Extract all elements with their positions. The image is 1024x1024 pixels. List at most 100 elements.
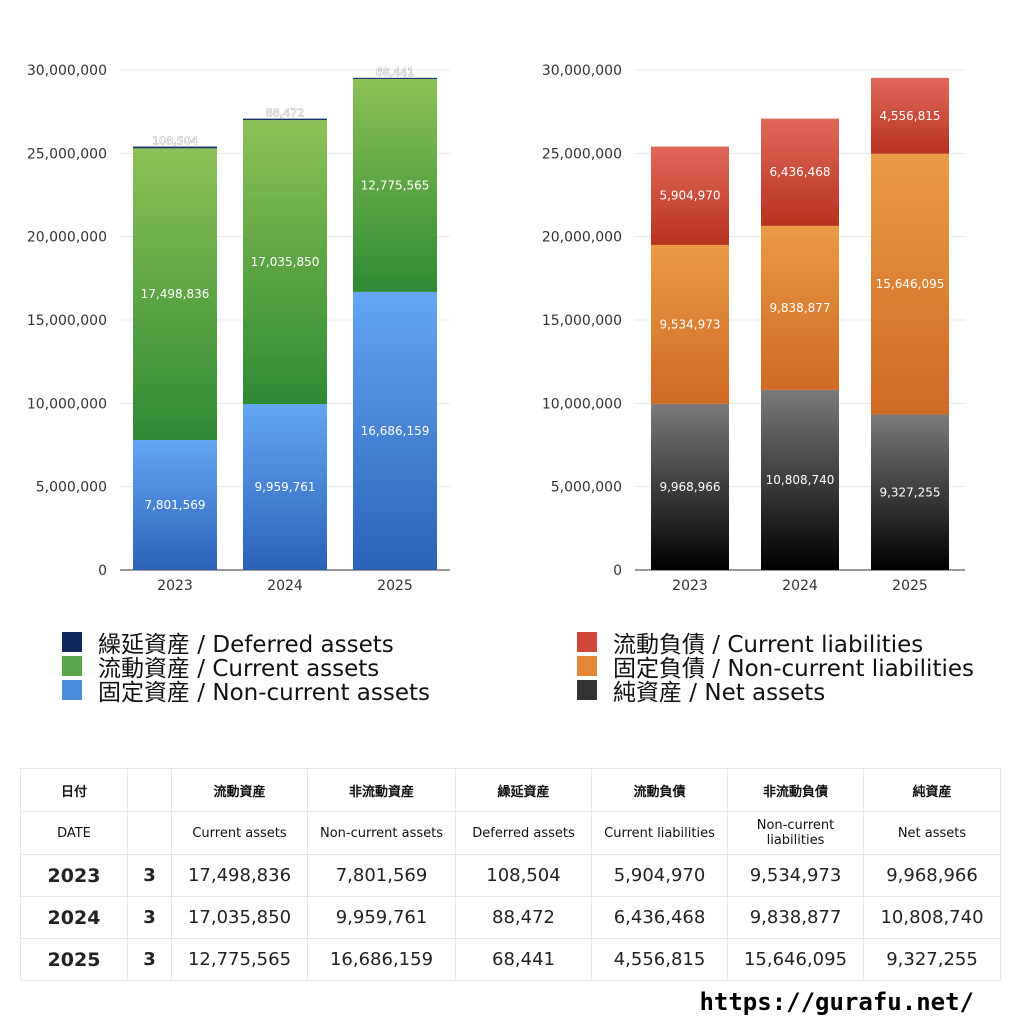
bar-segment	[133, 146, 217, 149]
value-cell: 108,504	[455, 854, 592, 897]
header-cell: DATE	[20, 811, 128, 855]
value-cell: 17,035,850	[171, 896, 308, 939]
table-row: 2025 3 12,775,565 16,686,159 68,441 4,55…	[20, 938, 1001, 981]
value-cell: 5,904,970	[591, 854, 728, 897]
bar-data-label: 6,436,468	[769, 165, 830, 179]
table-row: 2024 3 17,035,850 9,959,761 88,472 6,436…	[20, 896, 1001, 939]
y-tick-label: 10,000,000	[542, 396, 622, 412]
y-tick-label: 30,000,000	[542, 63, 622, 79]
bar-data-label: 5,904,970	[659, 189, 720, 203]
legend-item-non-current-liabilities: 固定負債 / Non-current liabilities	[577, 654, 974, 682]
bar-segment	[133, 439, 217, 570]
bar-segment	[243, 404, 327, 570]
header-cell: Current assets	[171, 811, 308, 855]
value-cell: 9,327,255	[863, 938, 1001, 981]
table-header-jp: 日付 流動資産 非流動資産 繰延資産 流動負債 非流動負債 純資産	[20, 768, 1001, 812]
y-tick-label: 0	[613, 563, 622, 579]
bar-segment	[651, 146, 729, 245]
bar-data-label: 9,968,966	[659, 480, 720, 494]
value-cell: 4,556,815	[591, 938, 728, 981]
site-url: https://gurafu.net/	[699, 988, 974, 1016]
legend-swatch	[62, 680, 82, 700]
value-cell: 9,838,877	[727, 896, 864, 939]
header-cell: 流動資産	[171, 768, 308, 812]
y-tick-label: 15,000,000	[27, 313, 107, 329]
legend-label: 流動資産 / Current assets	[98, 656, 380, 682]
x-tick-label: 2024	[267, 578, 303, 594]
bar-segment	[761, 389, 839, 570]
value-cell: 9,968,966	[863, 854, 1001, 897]
header-cell: 日付	[20, 768, 128, 812]
bar-data-label: 7,801,569	[144, 498, 205, 512]
header-cell: 非流動負債	[727, 768, 864, 812]
value-cell: 16,686,159	[307, 938, 456, 981]
y-tick-label: 0	[98, 563, 107, 579]
month-cell: 3	[127, 854, 172, 897]
header-cell	[127, 811, 172, 855]
header-cell: Non-current liabilities	[727, 811, 864, 855]
legend-item-net-assets: 純資産 / Net assets	[577, 678, 974, 706]
value-cell: 10,808,740	[863, 896, 1001, 939]
legend-item-current-liabilities: 流動負債 / Current liabilities	[577, 630, 974, 658]
bar-data-label: 4,556,815	[879, 109, 940, 123]
bar-segment	[651, 403, 729, 570]
table-header-en: DATE Current assets Non-current assets D…	[20, 811, 1001, 855]
bar-data-label: 15,646,095	[876, 277, 945, 291]
bar-segment	[761, 118, 839, 226]
assets-chart: 0 5,000,000 10,000,000 15,000,000 20,000,000…	[27, 63, 450, 594]
legend-item-current-assets: 流動資産 / Current assets	[62, 654, 430, 682]
bar-data-label: 12,775,565	[361, 178, 430, 192]
header-cell: 繰延資産	[455, 768, 592, 812]
bar-segment	[353, 291, 437, 570]
legend-swatch	[577, 632, 597, 652]
bar-data-label: 17,498,836	[141, 287, 210, 301]
bar-segment	[353, 78, 437, 292]
header-cell: Non-current assets	[307, 811, 456, 855]
y-tick-label: 5,000,000	[551, 480, 622, 496]
bar-data-label: 9,327,255	[879, 485, 940, 499]
bar-segment	[761, 225, 839, 390]
y-tick-label: 25,000,000	[542, 146, 622, 162]
header-cell	[127, 768, 172, 812]
y-tick-label: 15,000,000	[542, 313, 622, 329]
legend-label: 固定資産 / Non-current assets	[98, 680, 431, 706]
value-cell: 17,498,836	[171, 854, 308, 897]
y-tick-label: 5,000,000	[36, 480, 107, 496]
liabilities-legend: 流動負債 / Current liabilities 固定負債 / Non-cu…	[577, 630, 974, 706]
bar-data-label: 68,441	[376, 66, 415, 79]
bar-data-label: 108,504	[152, 135, 198, 148]
y-tick-label: 20,000,000	[27, 230, 107, 246]
legend-label: 純資産 / Net assets	[613, 680, 826, 706]
bar-data-label: 88,472	[266, 107, 305, 120]
bar-segment	[871, 153, 949, 415]
header-cell: 純資産	[863, 768, 1001, 812]
bar-data-label: 16,686,159	[361, 424, 430, 438]
bar-data-label: 10,808,740	[766, 473, 835, 487]
bar-segment	[871, 77, 949, 154]
header-cell: 流動負債	[591, 768, 728, 812]
bar-segment	[243, 118, 327, 121]
bar-segment	[243, 120, 327, 405]
year-cell: 2023	[20, 854, 128, 897]
value-cell: 68,441	[455, 938, 592, 981]
header-cell: Current liabilities	[591, 811, 728, 855]
year-cell: 2024	[20, 896, 128, 939]
bar-data-label: 9,959,761	[254, 480, 315, 494]
x-tick-label: 2023	[672, 578, 708, 594]
value-cell: 9,959,761	[307, 896, 456, 939]
legend-label: 繰延資産 / Deferred assets	[98, 632, 394, 658]
legend-swatch	[62, 656, 82, 676]
legend-item-non-current-assets: 固定資産 / Non-current assets	[62, 678, 430, 706]
header-cell: 非流動資産	[307, 768, 456, 812]
bar-segment	[133, 148, 217, 440]
bar-data-label: 9,838,877	[769, 301, 830, 315]
charts-area: 0 5,000,000 10,000,000 15,000,000 20,000,000…	[27, 63, 965, 594]
value-cell: 12,775,565	[171, 938, 308, 981]
value-cell: 7,801,569	[307, 854, 456, 897]
y-tick-label: 30,000,000	[27, 63, 107, 79]
liabilities-chart: 0 5,000,000 10,000,000 15,000,000 20,000,000…	[542, 63, 965, 594]
y-tick-label: 25,000,000	[27, 146, 107, 162]
x-tick-label: 2025	[377, 578, 413, 594]
value-cell: 6,436,468	[591, 896, 728, 939]
x-tick-label: 2025	[892, 578, 928, 594]
